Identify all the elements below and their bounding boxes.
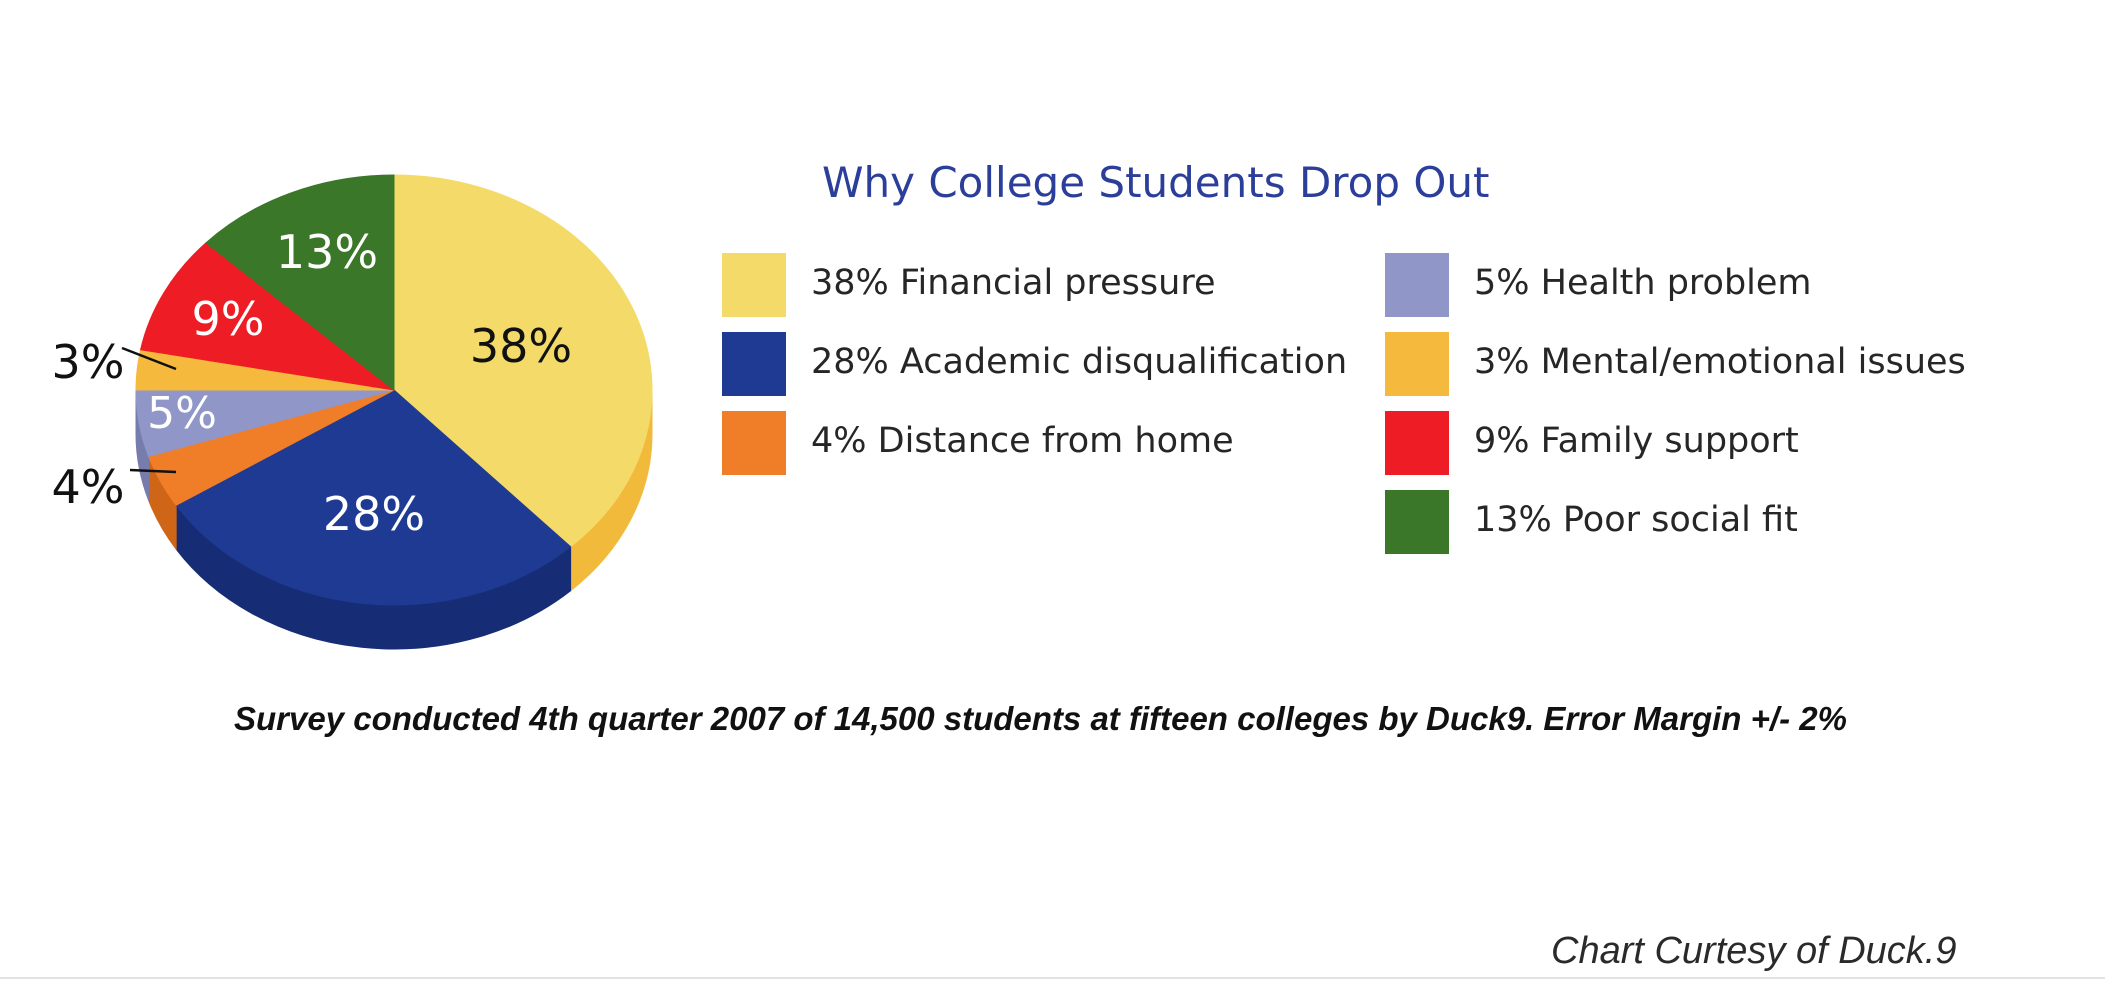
legend-swatch bbox=[722, 411, 786, 475]
slice-label: 9% bbox=[192, 292, 265, 346]
legend-label: 3% Mental/emotional issues bbox=[1474, 342, 1966, 382]
slice-label: 5% bbox=[147, 388, 217, 439]
legend-label: 4% Distance from home bbox=[811, 421, 1234, 461]
slice-label: 4% bbox=[52, 460, 125, 514]
legend-label: 9% Family support bbox=[1474, 421, 1799, 461]
legend-swatch bbox=[1385, 253, 1449, 317]
legend-swatch bbox=[722, 332, 786, 396]
slice-labels: 38% 28% 4% 5% 3% 9%13% bbox=[52, 225, 573, 541]
pie-slice bbox=[139, 242, 396, 391]
legend-label: 5% Health problem bbox=[1474, 263, 1812, 303]
pie-slice bbox=[205, 174, 395, 392]
legend-swatch bbox=[722, 253, 786, 317]
slice-label-leader bbox=[121, 346, 177, 371]
slice-label: 13% bbox=[276, 225, 378, 279]
pie-slice bbox=[175, 389, 572, 606]
legend-label: 28% Academic disqualification bbox=[811, 342, 1348, 382]
chart-title: Why College Students Drop Out bbox=[822, 158, 1490, 207]
slice-label: 38% bbox=[470, 319, 572, 373]
legend-swatch bbox=[1385, 411, 1449, 475]
legend-label: 38% Financial pressure bbox=[811, 263, 1216, 303]
pie-slices bbox=[135, 174, 653, 606]
pie-slice bbox=[393, 174, 653, 548]
legend-swatch bbox=[1385, 332, 1449, 396]
divider bbox=[0, 977, 2105, 979]
chart-credit: Chart Curtesy of Duck.9 bbox=[1551, 930, 1957, 972]
slice-label: 3% bbox=[52, 335, 125, 389]
legend-swatch bbox=[1385, 490, 1449, 554]
legend-label: 13% Poor social fit bbox=[1474, 500, 1798, 540]
slice-label: 28% bbox=[323, 487, 425, 541]
survey-note: Survey conducted 4th quarter 2007 of 14,… bbox=[234, 700, 1847, 737]
slice-label-leader bbox=[129, 468, 177, 474]
